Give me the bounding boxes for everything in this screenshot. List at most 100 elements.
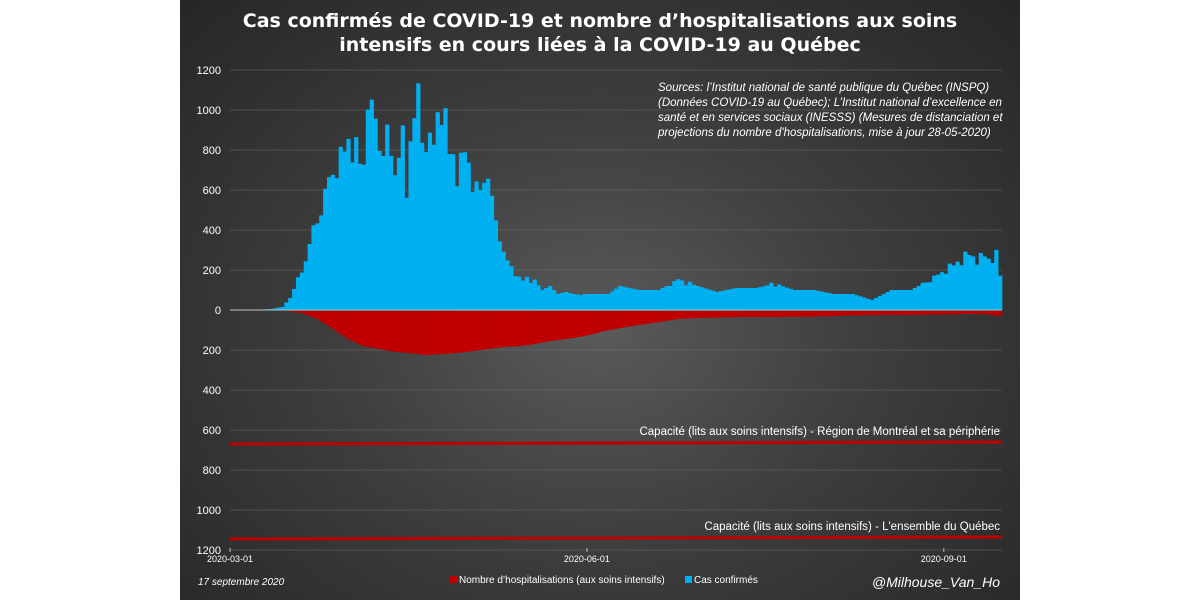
bar-cas-confirmes — [873, 298, 879, 310]
bar-hospitalisations — [520, 311, 526, 346]
bar-cas-confirmes — [757, 287, 762, 310]
bar-hospitalisations — [753, 311, 758, 317]
bar-cas-confirmes — [846, 294, 852, 310]
bar-cas-confirmes — [916, 286, 921, 310]
bar-hospitalisations — [870, 311, 875, 316]
y-tick-label: 400 — [203, 385, 221, 397]
source-line-3: santé et en services sociaux (INESSS) (M… — [658, 112, 1003, 124]
bar-cas-confirmes — [501, 251, 506, 310]
bar-hospitalisations — [392, 311, 398, 352]
bar-hospitalisations — [408, 311, 413, 353]
y-tick-label: 800 — [203, 465, 221, 477]
bar-hospitalisations — [489, 311, 495, 349]
bar-hospitalisations — [955, 311, 960, 315]
bar-cas-confirmes — [435, 112, 440, 310]
capacity-line — [229, 535, 1003, 541]
bar-hospitalisations — [928, 311, 933, 315]
bar-cas-confirmes — [431, 144, 436, 310]
chart-title-line-1: Cas confirmés de COVID-19 et nombre d’ho… — [243, 10, 957, 32]
bar-cas-confirmes — [439, 125, 444, 310]
bar-hospitalisations — [687, 311, 692, 319]
bar-hospitalisations — [292, 311, 297, 312]
bar-cas-confirmes — [792, 290, 797, 310]
bar-hospitalisations — [672, 311, 677, 320]
y-tick-label: 1200 — [197, 545, 221, 557]
bar-cas-confirmes — [776, 284, 782, 310]
bar-cas-confirmes — [292, 289, 297, 310]
bar-hospitalisations — [656, 311, 661, 322]
bar-cas-confirmes — [707, 289, 712, 310]
bar-cas-confirmes — [905, 290, 910, 310]
bar-cas-confirmes — [295, 277, 301, 310]
bar-cas-confirmes — [699, 287, 704, 310]
bar-cas-confirmes — [497, 241, 502, 310]
bar-hospitalisations — [897, 311, 902, 315]
bars-hospitalisations — [288, 311, 1003, 355]
bar-cas-confirmes — [369, 99, 374, 310]
bar-hospitalisations — [905, 311, 910, 315]
bar-hospitalisations — [361, 311, 367, 346]
y-tick-label: 800 — [203, 145, 221, 157]
bar-cas-confirmes — [936, 274, 941, 310]
bar-cas-confirmes — [714, 292, 720, 310]
bar-hospitalisations — [513, 311, 518, 347]
bar-cas-confirmes — [885, 292, 890, 310]
bar-hospitalisations — [920, 311, 925, 315]
bar-hospitalisations — [563, 311, 568, 339]
bar-cas-confirmes — [470, 192, 475, 310]
bar-hospitalisations — [365, 311, 371, 347]
bar-cas-confirmes — [854, 295, 859, 310]
bar-cas-confirmes — [738, 288, 743, 310]
bar-hospitalisations — [633, 311, 638, 326]
bar-hospitalisations — [493, 311, 499, 348]
y-tick-label: 400 — [203, 225, 221, 237]
bar-hospitalisations — [885, 311, 890, 315]
bar-hospitalisations — [936, 311, 941, 315]
bar-hospitalisations — [811, 311, 817, 317]
capacity-line — [229, 440, 1003, 446]
bar-cas-confirmes — [385, 124, 390, 310]
bar-cas-confirmes — [423, 152, 429, 310]
bar-cas-confirmes — [831, 294, 836, 310]
bar-hospitalisations — [458, 311, 464, 353]
bar-hospitalisations — [726, 311, 731, 318]
bar-cas-confirmes — [881, 294, 886, 310]
bar-hospitalisations — [559, 311, 564, 340]
bar-hospitalisations — [974, 311, 980, 314]
bar-cas-confirmes — [912, 288, 917, 310]
bar-hospitalisations — [652, 311, 658, 323]
bar-cas-confirmes — [703, 288, 708, 310]
bar-cas-confirmes — [482, 182, 487, 310]
bar-cas-confirmes — [354, 137, 359, 310]
bar-cas-confirmes — [559, 293, 564, 310]
bar-cas-confirmes — [509, 266, 514, 310]
bar-hospitalisations — [846, 311, 852, 316]
bar-hospitalisations — [575, 311, 580, 338]
bar-cas-confirmes — [326, 177, 332, 310]
bar-cas-confirmes — [451, 154, 456, 310]
bar-hospitalisations — [757, 311, 762, 317]
bar-hospitalisations — [307, 311, 312, 316]
bar-cas-confirmes — [330, 174, 336, 310]
bar-hospitalisations — [893, 311, 898, 315]
bar-hospitalisations — [524, 311, 530, 345]
bar-hospitalisations — [718, 311, 724, 318]
bar-cas-confirmes — [319, 215, 324, 310]
bar-hospitalisations — [431, 311, 436, 355]
bar-cas-confirmes — [528, 283, 533, 310]
bar-cas-confirmes — [567, 293, 572, 310]
bar-hospitalisations — [288, 311, 293, 312]
bar-hospitalisations — [819, 311, 824, 317]
bar-cas-confirmes — [676, 279, 681, 310]
bar-hospitalisations — [947, 311, 952, 315]
bar-cas-confirmes — [365, 109, 371, 310]
bar-cas-confirmes — [850, 294, 855, 310]
bar-hospitalisations — [792, 311, 797, 317]
bar-cas-confirmes — [621, 286, 627, 310]
y-axis-ticks: 1200 1000 800 600 400 200 0 200 400 600 800 1000 120… — [197, 65, 221, 557]
bar-hospitalisations — [939, 311, 945, 315]
bar-cas-confirmes — [994, 249, 999, 310]
bar-cas-confirmes — [664, 286, 669, 310]
bar-hospitalisations — [369, 311, 374, 348]
bar-cas-confirmes — [342, 151, 347, 310]
